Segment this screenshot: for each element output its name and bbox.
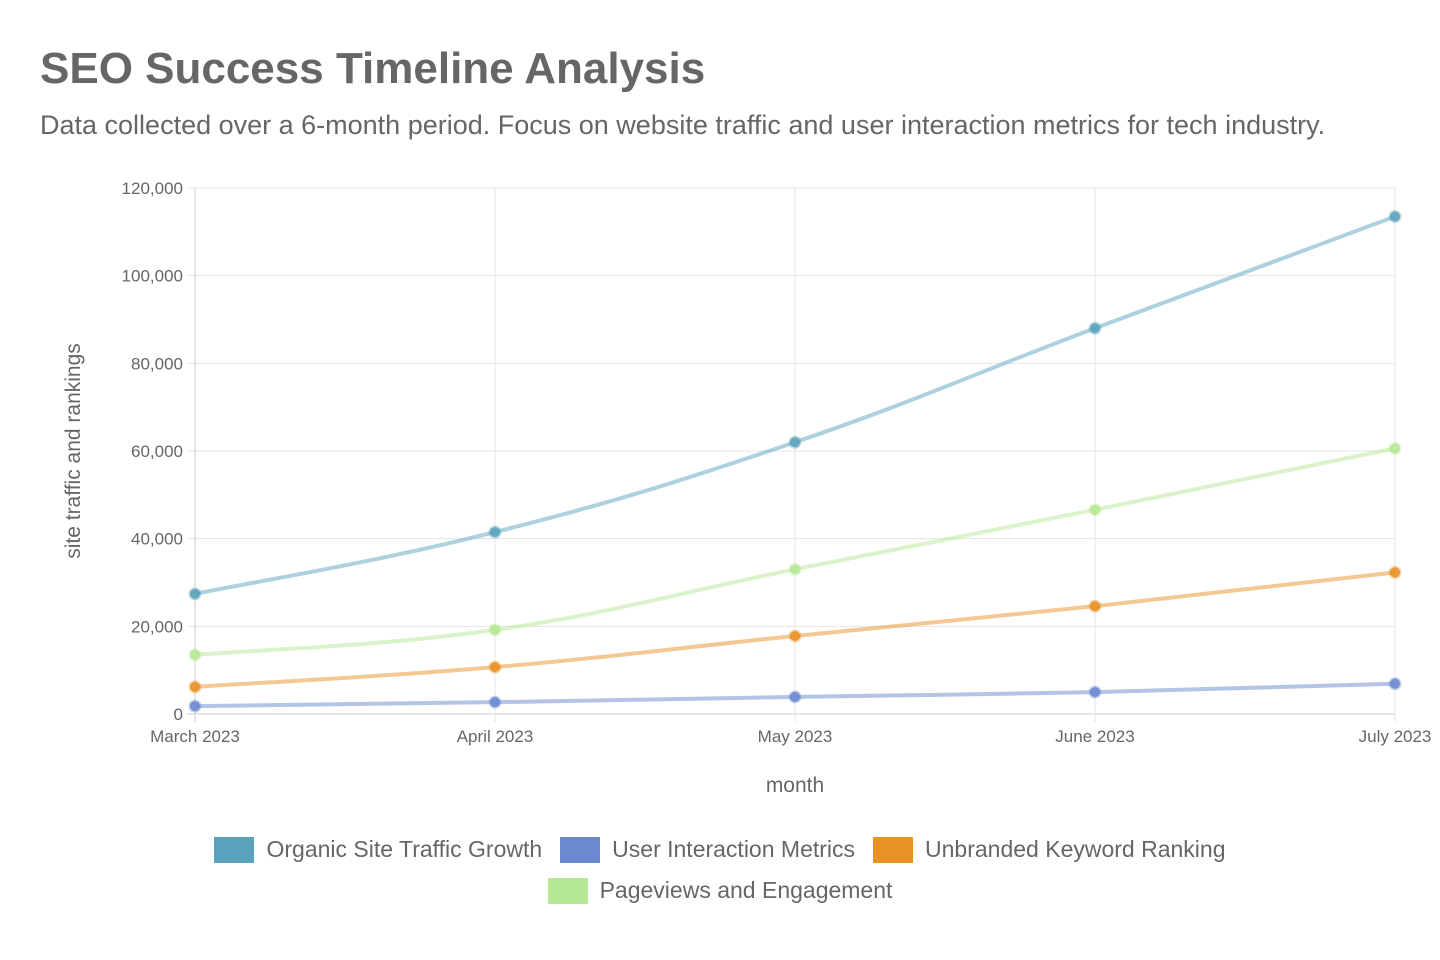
- x-tick-label: May 2023: [758, 727, 833, 746]
- legend-item[interactable]: Unbranded Keyword Ranking: [873, 836, 1226, 863]
- y-tick-label: 80,000: [131, 354, 183, 373]
- data-point[interactable]: [788, 562, 802, 576]
- legend-label: Pageviews and Engagement: [599, 877, 893, 903]
- chart-title: SEO Success Timeline Analysis: [40, 44, 706, 93]
- data-point[interactable]: [1388, 565, 1402, 579]
- legend-swatch: [560, 836, 601, 863]
- data-point[interactable]: [1388, 441, 1402, 455]
- data-point[interactable]: [188, 648, 202, 662]
- data-point[interactable]: [1088, 503, 1102, 517]
- legend-label: Unbranded Keyword Ranking: [925, 836, 1226, 862]
- data-point[interactable]: [188, 587, 202, 601]
- data-point[interactable]: [1088, 599, 1102, 613]
- data-point[interactable]: [788, 435, 802, 449]
- y-tick-label: 60,000: [131, 442, 183, 461]
- x-tick-label: July 2023: [1359, 727, 1432, 746]
- y-tick-label: 0: [174, 705, 183, 724]
- x-axis-label: month: [766, 774, 824, 797]
- data-point[interactable]: [1388, 677, 1402, 691]
- y-tick-label: 40,000: [131, 530, 183, 549]
- x-tick-label: June 2023: [1055, 727, 1134, 746]
- y-tick-label: 120,000: [122, 179, 183, 198]
- chart-subtitle: Data collected over a 6-month period. Fo…: [40, 110, 1326, 140]
- legend-swatch: [547, 877, 588, 904]
- data-point[interactable]: [1388, 209, 1402, 223]
- data-point[interactable]: [488, 695, 502, 709]
- legend-swatch: [873, 836, 914, 863]
- data-point[interactable]: [188, 680, 202, 694]
- legend-label: Organic Site Traffic Growth: [266, 836, 543, 862]
- y-tick-label: 100,000: [122, 267, 183, 286]
- y-axis-label: site traffic and rankings: [62, 343, 85, 559]
- legend-item[interactable]: Organic Site Traffic Growth: [214, 836, 542, 863]
- legend-label: User Interaction Metrics: [612, 836, 856, 862]
- data-point[interactable]: [488, 525, 502, 539]
- y-tick-label: 20,000: [131, 617, 183, 636]
- data-point[interactable]: [788, 690, 802, 704]
- data-point[interactable]: [188, 699, 202, 713]
- data-point[interactable]: [1088, 321, 1102, 335]
- data-point[interactable]: [788, 629, 802, 643]
- x-tick-label: March 2023: [150, 727, 240, 746]
- data-point[interactable]: [488, 623, 502, 637]
- legend-item[interactable]: User Interaction Metrics: [560, 836, 855, 863]
- data-point[interactable]: [488, 660, 502, 674]
- data-point[interactable]: [1088, 685, 1102, 699]
- legend-item[interactable]: Pageviews and Engagement: [547, 877, 893, 904]
- legend: Organic Site Traffic Growth User Interact…: [0, 836, 1440, 904]
- legend-swatch: [214, 836, 255, 863]
- x-tick-label: April 2023: [457, 727, 534, 746]
